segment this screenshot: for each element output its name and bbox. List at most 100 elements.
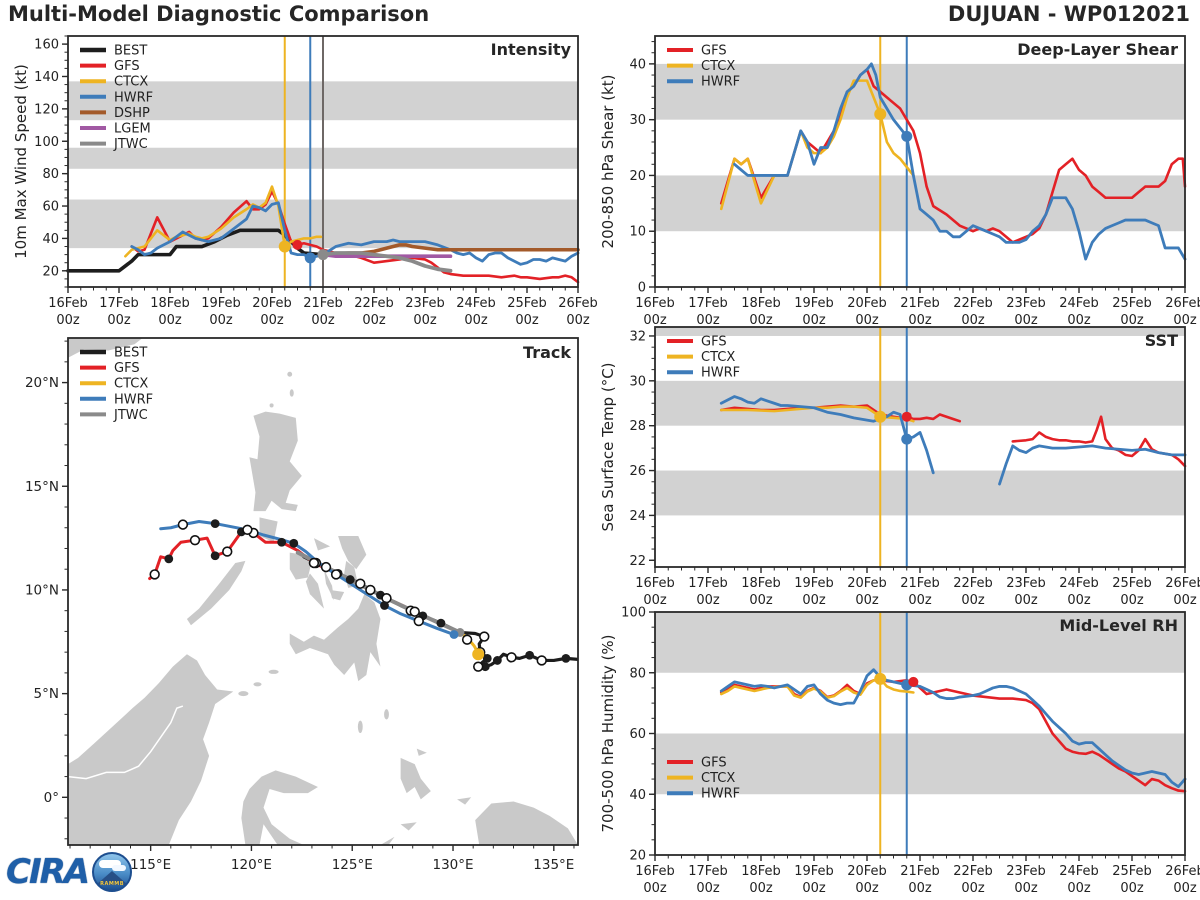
x-tick-hour: 00z — [749, 881, 773, 896]
x-tick-hour: 00z — [1067, 593, 1091, 608]
rammb-emblem-icon: RAMMB — [92, 852, 133, 892]
legend-label-ctcx: CTCX — [701, 771, 735, 786]
islet — [287, 371, 293, 377]
track-marker-ctcx — [472, 648, 485, 661]
landmass — [400, 757, 431, 800]
landmass — [475, 801, 578, 845]
sst-series-hwrf — [998, 444, 1187, 486]
x-tick-day: 23Feb — [1006, 864, 1046, 879]
x-tick-day: 17Feb — [688, 576, 728, 591]
track-marker-gfs — [222, 546, 233, 557]
x-tick-day: 21Feb — [900, 296, 940, 311]
y-tick: 32 — [629, 329, 646, 344]
track-marker-gfs — [308, 557, 320, 569]
legend-label-best: BEST — [114, 346, 147, 361]
x-tick-day: 17Feb — [688, 296, 728, 311]
islet — [269, 403, 274, 408]
lat-tick: 10°N — [25, 582, 59, 598]
track-marker-best — [479, 631, 490, 642]
x-tick-day: 26Feb — [558, 296, 598, 311]
x-tick-hour: 00z — [1014, 881, 1038, 896]
x-tick-hour: 00z — [209, 313, 233, 328]
y-tick: 40 — [629, 57, 646, 72]
legend-label-ctcx: CTCX — [114, 377, 148, 392]
x-tick-day: 19Feb — [794, 296, 834, 311]
shear-y-label: 200-850 hPa Shear (kt) — [599, 75, 617, 249]
x-tick-day: 18Feb — [741, 576, 781, 591]
sst-y-label: Sea Surface Temp (°C) — [599, 362, 617, 531]
track-marker-gfs — [345, 575, 355, 584]
x-tick-hour: 00z — [696, 593, 720, 608]
x-tick-hour: 00z — [1120, 881, 1144, 896]
x-tick-day: 24Feb — [1059, 576, 1099, 591]
x-tick-day: 21Feb — [900, 576, 940, 591]
x-tick-hour: 00z — [961, 593, 985, 608]
x-tick-day: 16Feb — [48, 296, 88, 311]
landmass — [289, 594, 381, 682]
islet — [268, 669, 279, 674]
islet — [289, 389, 294, 397]
track-marker-gfs — [164, 554, 174, 564]
legend-label-hwrf: HWRF — [114, 90, 153, 105]
track-marker-best — [355, 578, 366, 589]
y-tick: 30 — [629, 113, 646, 128]
x-tick-day: 16Feb — [635, 296, 675, 311]
shear-panel-title: Deep-Layer Shear — [1017, 40, 1178, 59]
y-tick: 60 — [42, 200, 59, 215]
track-marker-hwrf — [210, 519, 220, 528]
x-tick-hour: 00z — [413, 313, 437, 328]
lon-tick: 120°E — [231, 857, 272, 873]
track-marker-best — [536, 655, 547, 666]
legend-label-gfs: GFS — [701, 756, 727, 771]
y-tick: 40 — [629, 788, 646, 803]
intensity-marker-ctcx — [278, 240, 291, 253]
intensity-marker-hwrf — [304, 252, 316, 264]
track-marker-hwrf — [380, 601, 389, 610]
landmass — [68, 338, 143, 358]
x-tick-hour: 00z — [855, 313, 879, 328]
x-tick-day: 18Feb — [150, 296, 190, 311]
shaded-band — [655, 470, 1185, 516]
track-marker-best — [492, 656, 502, 665]
rh-x-axis: 16Feb 00z 17Feb 00z 18Feb 00z 19Feb 00z 20Feb 00z… — [635, 855, 1200, 896]
shear-marker-hwrf — [901, 130, 913, 142]
x-tick-hour: 00z — [802, 313, 826, 328]
x-tick-day: 26Feb — [1165, 296, 1200, 311]
intensity-marker-gfs — [292, 239, 303, 250]
islet — [384, 709, 389, 720]
landmass — [380, 836, 395, 845]
legend-label-jtwc: JTWC — [113, 137, 148, 152]
legend-label-hwrf: HWRF — [701, 787, 740, 802]
x-tick-hour: 00z — [961, 881, 985, 896]
x-tick-day: 20Feb — [847, 864, 887, 879]
x-tick-hour: 00z — [158, 313, 182, 328]
x-tick-hour: 00z — [1067, 313, 1091, 328]
track-marker-jtwc — [365, 584, 376, 596]
x-tick-hour: 00z — [643, 593, 667, 608]
sst-x-axis: 16Feb 00z 17Feb 00z 18Feb 00z 19Feb 00z 20Feb 00z… — [635, 567, 1200, 608]
sst-series-hwrf — [719, 395, 935, 475]
rh-marker-gfs — [908, 676, 919, 687]
x-tick-hour: 00z — [749, 593, 773, 608]
y-tick: 100 — [34, 135, 59, 150]
x-tick-day: 17Feb — [688, 864, 728, 879]
y-tick: 24 — [629, 509, 646, 524]
cira-logo: CIRA RAMMB — [6, 852, 133, 892]
legend-label-hwrf: HWRF — [701, 366, 740, 381]
x-tick-hour: 00z — [260, 313, 284, 328]
x-tick-hour: 00z — [1120, 313, 1144, 328]
track-hwrf — [159, 520, 456, 637]
country-border — [68, 705, 184, 780]
track-marker-gfs — [210, 551, 220, 561]
lat-tick: 5°N — [34, 686, 59, 702]
x-tick-day: 25Feb — [1112, 296, 1152, 311]
x-tick-hour: 00z — [1120, 593, 1144, 608]
x-tick-day: 20Feb — [252, 296, 292, 311]
y-tick: 80 — [42, 167, 59, 182]
shaded-band — [655, 327, 1185, 336]
track-marker-best — [525, 650, 535, 660]
panel-sst: 16Feb 00z 17Feb 00z 18Feb 00z 19Feb 00z 20Feb 00z… — [599, 326, 1200, 608]
shaded-band — [655, 733, 1185, 795]
x-tick-hour: 00z — [1173, 313, 1197, 328]
